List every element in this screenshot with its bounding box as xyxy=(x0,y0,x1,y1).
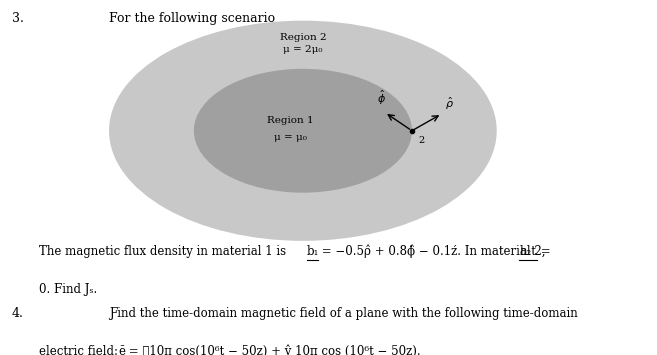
Text: b₁: b₁ xyxy=(307,245,319,258)
Text: ē: ē xyxy=(118,345,125,355)
Text: 0. Find Jₛ.: 0. Find Jₛ. xyxy=(39,283,98,296)
Text: μ = μ₀: μ = μ₀ xyxy=(275,133,307,142)
Text: Ƒind the time-domain magnetic field of a plane with the following time-domain: Ƒind the time-domain magnetic field of a… xyxy=(109,307,578,320)
Text: electric field:: electric field: xyxy=(39,345,122,355)
Text: 3.: 3. xyxy=(12,12,24,25)
Text: Region 2: Region 2 xyxy=(280,33,326,42)
Text: $\hat{\rho}$: $\hat{\rho}$ xyxy=(445,95,454,112)
Text: Region 1: Region 1 xyxy=(267,116,314,125)
Text: μ = 2μ₀: μ = 2μ₀ xyxy=(283,45,323,54)
Text: h₂t: h₂t xyxy=(519,245,536,258)
Text: =: = xyxy=(537,245,551,258)
Text: = ℘10π cos(10⁶t − 50z) + ŷ 10π cos (10⁶t − 50z).: = ℘10π cos(10⁶t − 50z) + ŷ 10π cos (10⁶t… xyxy=(125,344,421,355)
Text: For the following scenario: For the following scenario xyxy=(109,12,275,25)
Text: 2: 2 xyxy=(418,136,424,145)
Circle shape xyxy=(194,69,412,193)
Circle shape xyxy=(109,21,497,241)
Text: 4.: 4. xyxy=(12,307,24,320)
Text: = −0.5ρ̂ + 0.8ϕ̂ − 0.1ź. In material 2,: = −0.5ρ̂ + 0.8ϕ̂ − 0.1ź. In material 2, xyxy=(318,245,549,258)
Text: The magnetic flux density in material 1 is: The magnetic flux density in material 1 … xyxy=(39,245,290,258)
Text: $\hat{\phi}$: $\hat{\phi}$ xyxy=(377,89,386,107)
